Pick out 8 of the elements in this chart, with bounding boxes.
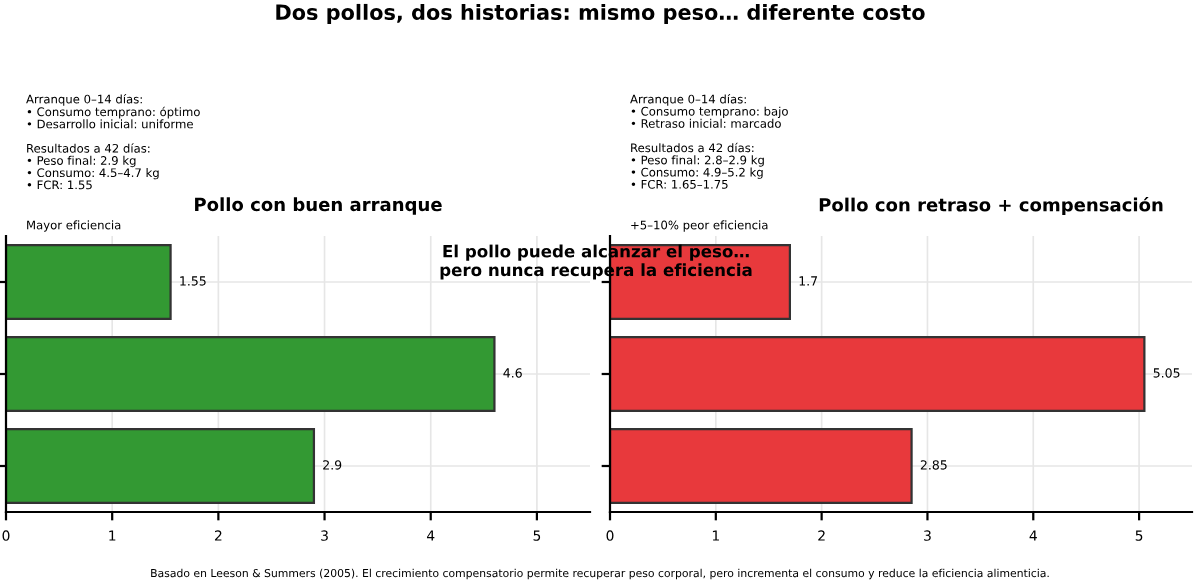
text: Dos pollos, dos historias: mismo peso… diferente costo: [276, 3, 925, 25]
bar: [610, 336, 1146, 412]
bar: [6, 428, 316, 504]
bar: [6, 244, 172, 320]
bar: [610, 428, 913, 504]
bar: [6, 336, 496, 412]
chart-title: Pollo con buen arranque: [195, 197, 442, 215]
chart-title: Pollo con retraso + compensación: [819, 196, 1163, 216]
